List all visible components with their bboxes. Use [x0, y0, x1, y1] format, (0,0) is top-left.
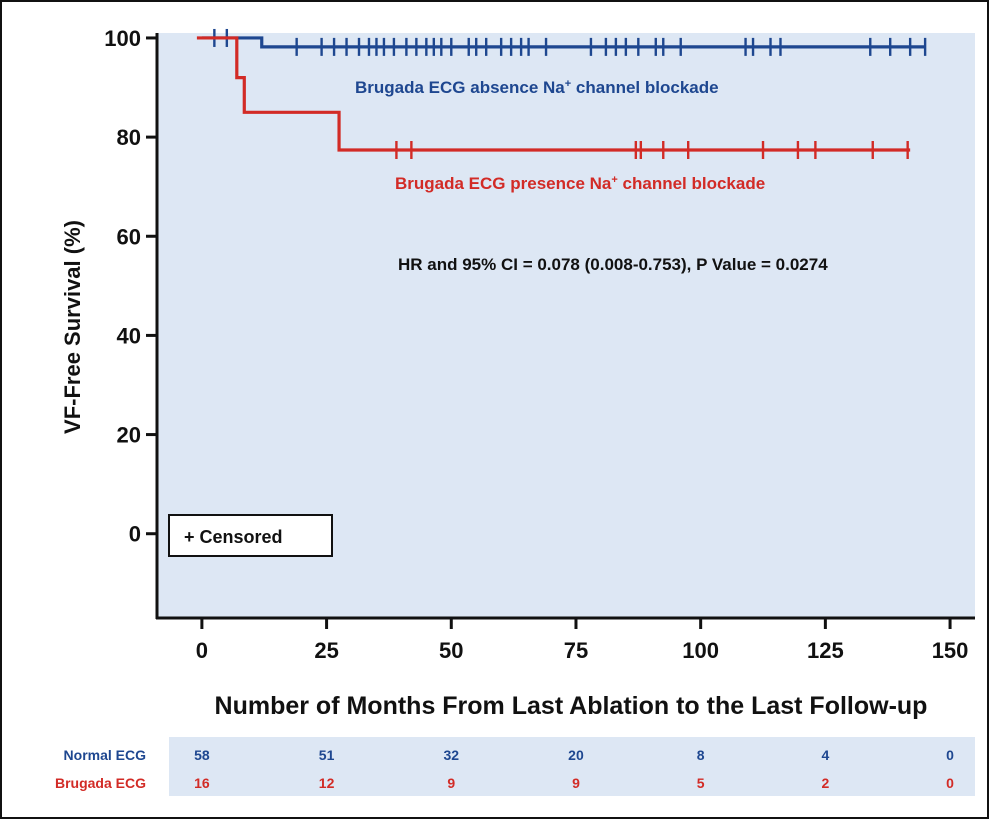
- series-label-brugada-tail: channel blockade: [618, 174, 765, 193]
- risk-table-background: [169, 737, 975, 796]
- y-tick-label: 0: [129, 522, 141, 547]
- risk-value: 12: [319, 775, 335, 791]
- risk-value: 9: [572, 775, 580, 791]
- y-tick-label: 60: [117, 224, 141, 249]
- censored-legend-box: [168, 514, 333, 557]
- series-label-brugada: Brugada ECG presence Na+ channel blockad…: [395, 174, 765, 193]
- risk-value: 9: [447, 775, 455, 791]
- risk-value: 51: [319, 747, 335, 763]
- risk-value: 4: [821, 747, 829, 763]
- series-label-normal-tail: channel blockade: [571, 78, 718, 97]
- series-label-normal: Brugada ECG absence Na+ channel blockade: [355, 78, 719, 97]
- x-tick-label: 0: [196, 638, 208, 663]
- series-label-normal-sup: +: [565, 78, 571, 90]
- x-tick-label: 50: [439, 638, 463, 663]
- y-tick-label: 20: [117, 423, 141, 448]
- x-tick-label: 150: [932, 638, 969, 663]
- survival-curve-brugada: [196, 36, 911, 152]
- risk-value: 20: [568, 747, 584, 763]
- y-axis-ticks: 0 20 40 60 80 100: [104, 26, 157, 547]
- series-label-brugada-main: Brugada ECG presence Na: [395, 174, 612, 193]
- x-tick-label: 25: [314, 638, 338, 663]
- series-label-brugada-sup: +: [611, 174, 617, 186]
- risk-value: 0: [946, 775, 954, 791]
- risk-row-label: Brugada ECG: [55, 775, 146, 791]
- y-tick-label: 40: [117, 323, 141, 348]
- x-tick-label: 125: [807, 638, 844, 663]
- x-axis-ticks: 0 25 50 75 100 125 150: [196, 618, 969, 663]
- censored-legend-text: + Censored: [184, 527, 283, 547]
- survival-curves: [196, 28, 927, 159]
- x-tick-label: 100: [682, 638, 719, 663]
- risk-value: 16: [194, 775, 210, 791]
- risk-value: 0: [946, 747, 954, 763]
- y-axis-label: VF-Free Survival (%): [60, 220, 85, 434]
- x-axis-label: Number of Months From Last Ablation to t…: [215, 692, 928, 720]
- risk-value: 5: [697, 775, 705, 791]
- risk-value: 58: [194, 747, 210, 763]
- risk-row-label: Normal ECG: [64, 747, 147, 763]
- x-tick-label: 75: [564, 638, 588, 663]
- hazard-ratio-annotation: HR and 95% CI = 0.078 (0.008-0.753), P V…: [398, 255, 828, 274]
- risk-value: 2: [821, 775, 829, 791]
- risk-value: 32: [443, 747, 459, 763]
- y-tick-label: 80: [117, 125, 141, 150]
- y-tick-label: 100: [104, 26, 141, 51]
- series-label-normal-main: Brugada ECG absence Na: [355, 78, 565, 97]
- risk-value: 8: [697, 747, 705, 763]
